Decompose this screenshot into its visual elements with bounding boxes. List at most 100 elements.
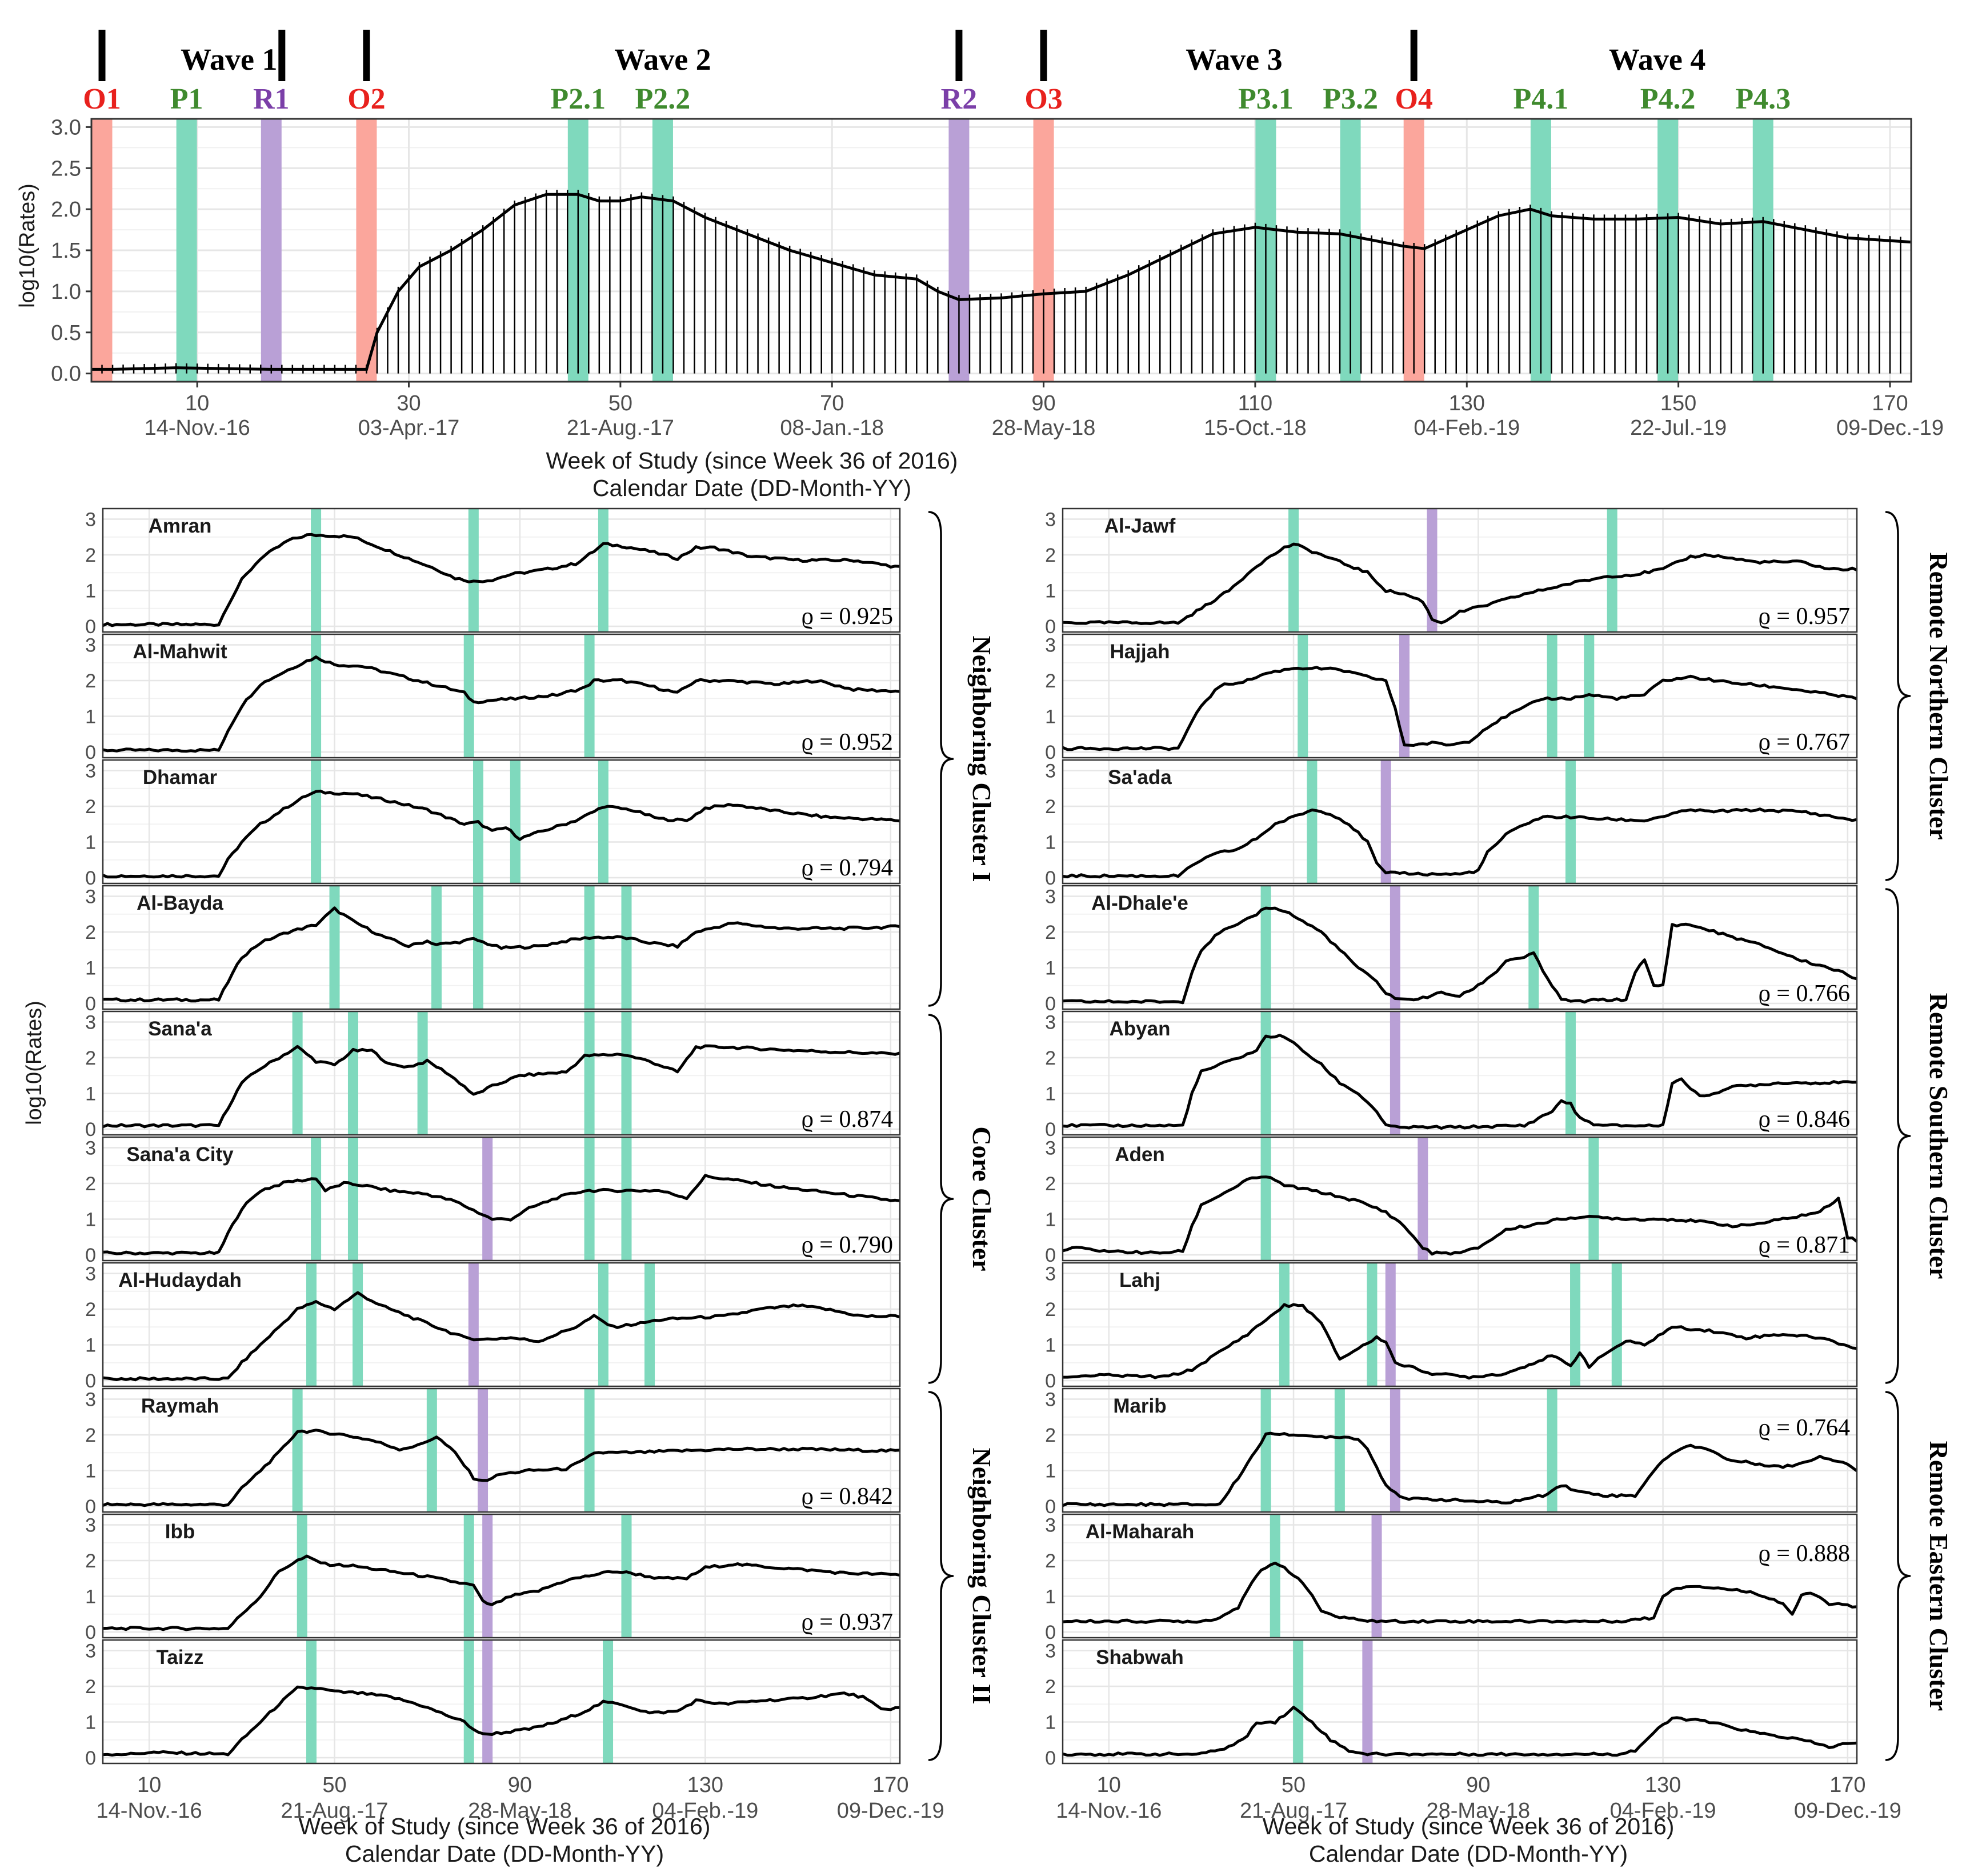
panel-title: Al-Dhale'e: [1091, 892, 1188, 914]
wave-marker: [1410, 30, 1418, 81]
panel-area: [103, 1514, 900, 1638]
panel-ytick-label: 3: [85, 761, 96, 782]
cluster-label: Core Cluster: [967, 1126, 996, 1271]
panel-al-hudaydah: 0 1 2 3 Al-Hudaydah: [85, 1262, 901, 1392]
panel-ytick-label: 2: [85, 1299, 96, 1321]
panel-xtick-date: 04-Feb.-19: [1610, 1799, 1716, 1823]
panel-peak-band: [1260, 1011, 1271, 1135]
panel-rho: ϱ = 0.790: [801, 1232, 893, 1258]
wave-marker: [98, 30, 106, 81]
panel-peak-band: [1260, 886, 1271, 1009]
panel-area: [103, 509, 900, 632]
panel-border: [102, 1387, 901, 1513]
panel-area: [1063, 1137, 1857, 1261]
event-band-r1: [261, 119, 282, 382]
panel-area: [1063, 1389, 1857, 1512]
panel-ytick-label: 2: [1045, 796, 1056, 818]
top-xtick-date: 28-May-18: [992, 416, 1096, 440]
panel-peak-band: [644, 1263, 655, 1386]
panel-xtick-date: 28-May-18: [1427, 1799, 1531, 1823]
top-xtick-label: 50: [608, 391, 632, 415]
panel-area: [103, 760, 900, 883]
event-label-p4.2: P4.2: [1640, 83, 1696, 115]
panel-area: [103, 1640, 900, 1763]
panel-ytick-label: 0: [85, 616, 96, 638]
cluster-braces: Neighboring Cluster I Core Cluster Neighbo…: [928, 511, 1953, 1761]
panel-reduction-band: [1390, 1389, 1400, 1512]
panel-border: [1062, 1136, 1858, 1262]
cluster-label: Remote Eastern Cluster: [1924, 1441, 1953, 1711]
panel-rho: ϱ = 0.766: [1758, 981, 1850, 1007]
top-xtick-label: 30: [397, 391, 421, 415]
panel-area: [1063, 760, 1857, 883]
panel-rho: ϱ = 0.937: [801, 1609, 893, 1635]
panel-area: [1063, 1263, 1857, 1386]
panel-ytick-label: 1: [1045, 1461, 1056, 1482]
panel-series-line: [102, 1429, 900, 1507]
panel-area: [103, 634, 900, 758]
panel-reduction-band: [1399, 634, 1410, 758]
panel-ytick-label: 1: [85, 832, 96, 854]
panel-ytick-label: 0: [85, 1747, 96, 1769]
panel-series-line: [1062, 1034, 1857, 1130]
panel-reduction-band: [1371, 1514, 1382, 1638]
panel-series-line: [102, 655, 900, 753]
top-ytick-label: 2.5: [51, 157, 81, 181]
top-xtick-date: 04-Feb.-19: [1414, 416, 1520, 440]
panel-ytick-label: 2: [1045, 1173, 1056, 1195]
cluster-label: Neighboring Cluster II: [967, 1448, 996, 1705]
panel-border: [1062, 1262, 1858, 1387]
panel-aden: 0 1 2 3 Aden ϱ = 0.871: [1045, 1136, 1858, 1266]
panel-title: Dhamar: [143, 766, 218, 789]
panel-reduction-band: [1362, 1640, 1373, 1763]
panel-title: Taizz: [157, 1646, 204, 1669]
panel-border: [1062, 759, 1858, 885]
panel-reduction-band: [468, 1263, 479, 1386]
panel-peak-band: [1367, 1263, 1378, 1386]
panel-ytick-label: 2: [1045, 922, 1056, 943]
panel-rho: ϱ = 0.871: [1758, 1232, 1850, 1258]
panel-peak-band: [584, 1011, 595, 1135]
panel-xtick-label: 130: [1645, 1773, 1681, 1797]
panel-ytick-label: 0: [85, 1496, 96, 1518]
panel-area: [1063, 1640, 1857, 1763]
panel-peak-band: [1270, 1514, 1280, 1638]
panel-ytick-label: 3: [85, 1138, 96, 1159]
panel-reduction-band: [1385, 1263, 1396, 1386]
panel-ytick-label: 2: [85, 545, 96, 566]
panel-ytick-label: 2: [85, 1676, 96, 1698]
panel-amran: 0 1 2 3 Amran ϱ = 0.925: [85, 507, 901, 638]
panel-peak-band: [1260, 1389, 1271, 1512]
panel-peak-band: [1547, 634, 1557, 758]
panel-ytick-label: 2: [1045, 1550, 1056, 1572]
panel-lahj: 0 1 2 3 Lahj: [1045, 1262, 1858, 1392]
panel-area: [103, 1263, 900, 1386]
panel-ytick-label: 0: [1045, 1119, 1056, 1141]
panel-xtick-date: 09-Dec.-19: [1794, 1799, 1901, 1823]
panel-peak-band: [311, 634, 322, 758]
panel-ytick-label: 2: [85, 1425, 96, 1446]
panel-rho: ϱ = 0.794: [801, 855, 893, 881]
panel-peak-band: [1565, 1011, 1576, 1135]
panel-ytick-label: 3: [85, 1389, 96, 1411]
panel-peak-band: [1547, 1389, 1557, 1512]
event-label-p2.2: P2.2: [635, 83, 691, 115]
panel-title: Sa'ada: [1108, 766, 1172, 789]
panel-series-line: [1063, 1303, 1857, 1380]
panel-peak-band: [1607, 509, 1617, 632]
panel-peak-band: [1588, 1137, 1599, 1261]
panel-ytick-label: 1: [1045, 958, 1056, 979]
panel-ytick-label: 0: [85, 1622, 96, 1643]
wave-label: Wave 3: [1186, 42, 1283, 77]
panel-ytick-label: 1: [85, 1586, 96, 1608]
panel-title: Lahj: [1119, 1269, 1160, 1291]
event-label-p4.1: P4.1: [1513, 83, 1569, 115]
event-band-p1: [176, 119, 197, 382]
event-label-o3: O3: [1024, 83, 1062, 115]
cluster-brace: [1885, 511, 1911, 881]
panel-rho: ϱ = 0.957: [1758, 603, 1850, 630]
panel-border: [102, 1136, 901, 1262]
panel-ytick-label: 0: [1045, 742, 1056, 763]
panel-raymah: 0 1 2 3 Raymah ϱ = 0.842: [85, 1387, 901, 1518]
panel-reduction-band: [482, 1514, 493, 1638]
